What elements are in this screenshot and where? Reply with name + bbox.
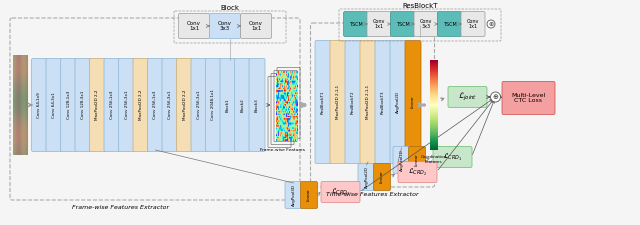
Text: Conv
3x3: Conv 3x3 — [218, 21, 232, 32]
Text: MaxPool2D 2,2: MaxPool2D 2,2 — [95, 90, 99, 120]
FancyBboxPatch shape — [433, 146, 472, 167]
Text: ResBlockT1: ResBlockT1 — [321, 90, 325, 114]
FancyBboxPatch shape — [405, 40, 421, 164]
Text: Coordination
Features: Coordination Features — [420, 155, 447, 164]
Text: ResBlockT2: ResBlockT2 — [351, 90, 355, 114]
FancyBboxPatch shape — [177, 58, 193, 151]
FancyBboxPatch shape — [285, 182, 302, 209]
Text: Frame-wise Features: Frame-wise Features — [260, 148, 305, 152]
Text: MaxPool2D 2,2: MaxPool2D 2,2 — [139, 90, 143, 120]
Text: Linear: Linear — [380, 171, 384, 183]
Text: Conv 128,3x1: Conv 128,3x1 — [81, 91, 85, 119]
Text: Conv 256,3x1: Conv 256,3x1 — [197, 91, 201, 119]
Text: $\mathcal{L}_{CRD_3}$: $\mathcal{L}_{CRD_3}$ — [331, 187, 350, 198]
FancyBboxPatch shape — [133, 58, 149, 151]
Text: Block1: Block1 — [226, 98, 230, 112]
FancyBboxPatch shape — [414, 11, 438, 36]
FancyBboxPatch shape — [118, 58, 134, 151]
Text: Time-wise Features Extractor: Time-wise Features Extractor — [326, 192, 419, 197]
Text: Frame-wise Features Extractor: Frame-wise Features Extractor — [72, 205, 169, 210]
FancyBboxPatch shape — [358, 164, 375, 191]
FancyBboxPatch shape — [220, 58, 236, 151]
Text: Block2: Block2 — [241, 98, 244, 112]
Text: $\mathcal{L}_{CRD_1}$: $\mathcal{L}_{CRD_1}$ — [443, 151, 462, 162]
Text: ResBlockT3: ResBlockT3 — [381, 90, 385, 114]
FancyBboxPatch shape — [345, 40, 361, 164]
Text: Conv 256,1x3: Conv 256,1x3 — [154, 91, 157, 119]
FancyBboxPatch shape — [241, 14, 271, 38]
FancyBboxPatch shape — [461, 11, 485, 36]
FancyBboxPatch shape — [179, 14, 209, 38]
FancyBboxPatch shape — [398, 162, 437, 182]
Text: AvgPool3D: AvgPool3D — [291, 184, 296, 206]
Text: $\mathcal{L}_{joint}$: $\mathcal{L}_{joint}$ — [458, 91, 477, 103]
Text: Conv 64,1x9: Conv 64,1x9 — [38, 92, 42, 118]
FancyBboxPatch shape — [61, 58, 77, 151]
Text: Linear: Linear — [307, 189, 311, 201]
Text: Conv
1x1: Conv 1x1 — [467, 19, 479, 29]
Text: TSCM: TSCM — [443, 22, 456, 27]
Text: Conv
1x1: Conv 1x1 — [187, 21, 201, 32]
Text: AvgPool2D: AvgPool2D — [396, 91, 400, 113]
Text: Linear: Linear — [415, 154, 419, 166]
FancyBboxPatch shape — [344, 11, 367, 36]
Circle shape — [487, 20, 495, 28]
FancyBboxPatch shape — [75, 58, 91, 151]
Text: Conv
1x1: Conv 1x1 — [249, 21, 263, 32]
FancyBboxPatch shape — [301, 182, 317, 209]
Text: ⊕: ⊕ — [493, 94, 499, 100]
Text: Block3: Block3 — [255, 98, 259, 112]
Text: AvgPool2D: AvgPool2D — [365, 166, 369, 188]
FancyBboxPatch shape — [448, 86, 487, 108]
FancyBboxPatch shape — [393, 146, 410, 173]
Text: Conv 64,3x1: Conv 64,3x1 — [52, 92, 56, 118]
Text: MaxPool2D 2,1,1: MaxPool2D 2,1,1 — [366, 85, 370, 119]
FancyBboxPatch shape — [234, 58, 250, 151]
FancyBboxPatch shape — [502, 81, 555, 115]
Text: Conv 256,3x1: Conv 256,3x1 — [125, 91, 129, 119]
FancyBboxPatch shape — [330, 40, 346, 164]
Text: Conv 256,1x3: Conv 256,1x3 — [110, 91, 114, 119]
FancyBboxPatch shape — [205, 58, 221, 151]
FancyBboxPatch shape — [321, 182, 360, 202]
FancyBboxPatch shape — [90, 58, 106, 151]
Text: AvgPool1D: AvgPool1D — [399, 149, 403, 171]
FancyBboxPatch shape — [438, 11, 461, 36]
FancyBboxPatch shape — [375, 40, 391, 164]
FancyBboxPatch shape — [249, 58, 265, 151]
FancyBboxPatch shape — [46, 58, 62, 151]
Text: Conv
3x3: Conv 3x3 — [420, 19, 432, 29]
Text: Conv 256,3x1: Conv 256,3x1 — [168, 91, 172, 119]
FancyBboxPatch shape — [315, 40, 331, 164]
FancyBboxPatch shape — [408, 146, 426, 173]
Text: Multi-Level
CTC Loss: Multi-Level CTC Loss — [511, 93, 546, 104]
Circle shape — [490, 92, 500, 102]
FancyBboxPatch shape — [390, 40, 406, 164]
Text: Block: Block — [221, 5, 239, 11]
FancyBboxPatch shape — [367, 11, 391, 36]
FancyBboxPatch shape — [390, 11, 415, 36]
Text: Conv 128,1x3: Conv 128,1x3 — [67, 91, 70, 119]
Text: TSCM: TSCM — [396, 22, 410, 27]
Text: Linear: Linear — [411, 96, 415, 108]
FancyBboxPatch shape — [162, 58, 178, 151]
FancyBboxPatch shape — [360, 40, 376, 164]
FancyBboxPatch shape — [104, 58, 120, 151]
FancyBboxPatch shape — [374, 164, 390, 191]
Text: Conv
1x1: Conv 1x1 — [373, 19, 385, 29]
FancyBboxPatch shape — [209, 14, 241, 38]
Text: $\mathcal{L}_{CRD_2}$: $\mathcal{L}_{CRD_2}$ — [408, 166, 427, 178]
Text: ⊕: ⊕ — [488, 22, 493, 27]
FancyBboxPatch shape — [147, 58, 163, 151]
Text: MaxPool2D 2,1,1: MaxPool2D 2,1,1 — [336, 85, 340, 119]
Text: ResBlockT: ResBlockT — [403, 3, 438, 9]
Text: MaxPool2D 2,2: MaxPool2D 2,2 — [182, 90, 186, 120]
Text: Conv 2048,1x1: Conv 2048,1x1 — [211, 90, 216, 120]
FancyBboxPatch shape — [191, 58, 207, 151]
Text: TSCM: TSCM — [349, 22, 362, 27]
FancyBboxPatch shape — [31, 58, 47, 151]
